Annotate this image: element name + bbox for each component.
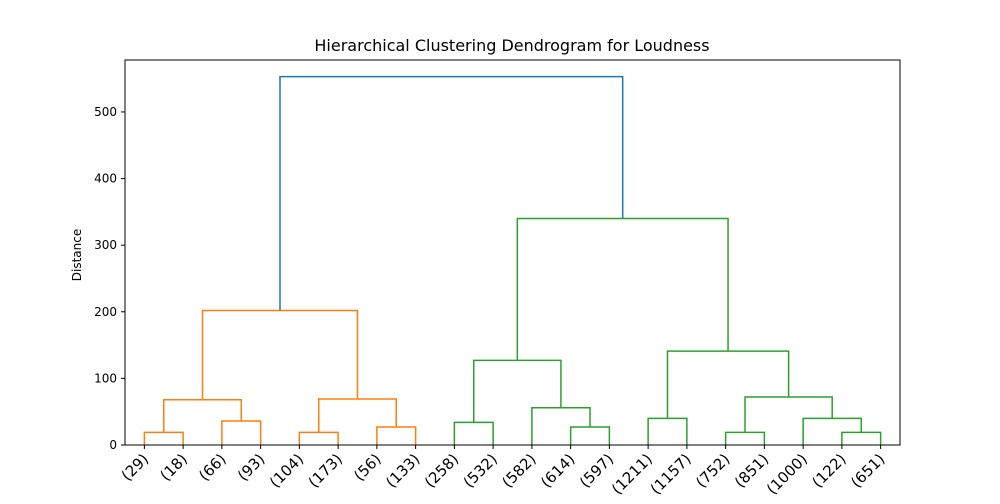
dendrogram-link bbox=[531, 406, 591, 445]
dendrogram-link bbox=[473, 359, 562, 423]
leaf-label: (173) bbox=[305, 450, 346, 491]
dendrogram-link bbox=[841, 431, 882, 445]
dendrogram-link bbox=[163, 398, 242, 433]
dendrogram-link bbox=[744, 396, 833, 433]
leaf-label: (1211) bbox=[608, 450, 656, 498]
leaf-label: (66) bbox=[195, 450, 230, 485]
y-axis: 0 100 200 300 400 500 bbox=[94, 105, 125, 452]
y-tick-label: 500 bbox=[94, 105, 117, 119]
chart-title: Hierarchical Clustering Dendrogram for L… bbox=[314, 36, 709, 55]
dendrogram-link bbox=[143, 431, 184, 445]
dendrogram-link bbox=[201, 309, 359, 400]
y-tick-label: 200 bbox=[94, 305, 117, 319]
leaf-label: (614) bbox=[537, 450, 578, 491]
leaf-label: (651) bbox=[847, 450, 888, 491]
y-tick-label: 300 bbox=[94, 238, 117, 252]
dendrogram-link bbox=[318, 398, 397, 433]
leaf-label: (582) bbox=[498, 450, 539, 491]
y-tick-label: 100 bbox=[94, 371, 117, 385]
y-tick-label: 400 bbox=[94, 172, 117, 186]
dendrogram-link bbox=[647, 417, 688, 445]
dendrogram-link bbox=[666, 350, 790, 419]
leaf-label: (122) bbox=[808, 450, 849, 491]
y-axis-label: Distance bbox=[70, 229, 84, 281]
leaf-label: (258) bbox=[421, 450, 462, 491]
dendrogram-link bbox=[724, 431, 766, 445]
dendrogram-link bbox=[376, 426, 417, 445]
dendrogram-link bbox=[298, 431, 339, 445]
leaf-label: (93) bbox=[234, 450, 269, 485]
leaf-label: (1157) bbox=[647, 450, 695, 498]
leaf-label: (29) bbox=[118, 450, 153, 485]
leaf-label: (18) bbox=[156, 450, 191, 485]
leaf-label: (56) bbox=[350, 450, 385, 485]
leaf-label: (133) bbox=[382, 450, 423, 491]
dendrogram-link bbox=[569, 426, 611, 445]
dendrogram-link bbox=[279, 75, 624, 311]
y-tick-label: 0 bbox=[109, 438, 117, 452]
dendrogram-links bbox=[143, 75, 882, 445]
leaf-label: (532) bbox=[460, 450, 501, 491]
x-axis: (29) (18) (66) (93)(104)(173) (56)(133)(258)… bbox=[118, 445, 888, 498]
leaf-label: (104) bbox=[266, 450, 307, 491]
leaf-label: (752) bbox=[692, 450, 733, 491]
leaf-label: (1000) bbox=[763, 450, 811, 498]
dendrogram-link bbox=[453, 421, 494, 445]
dendrogram-link bbox=[516, 217, 729, 361]
plot-area-frame bbox=[124, 59, 901, 446]
dendrogram-link bbox=[221, 420, 262, 445]
